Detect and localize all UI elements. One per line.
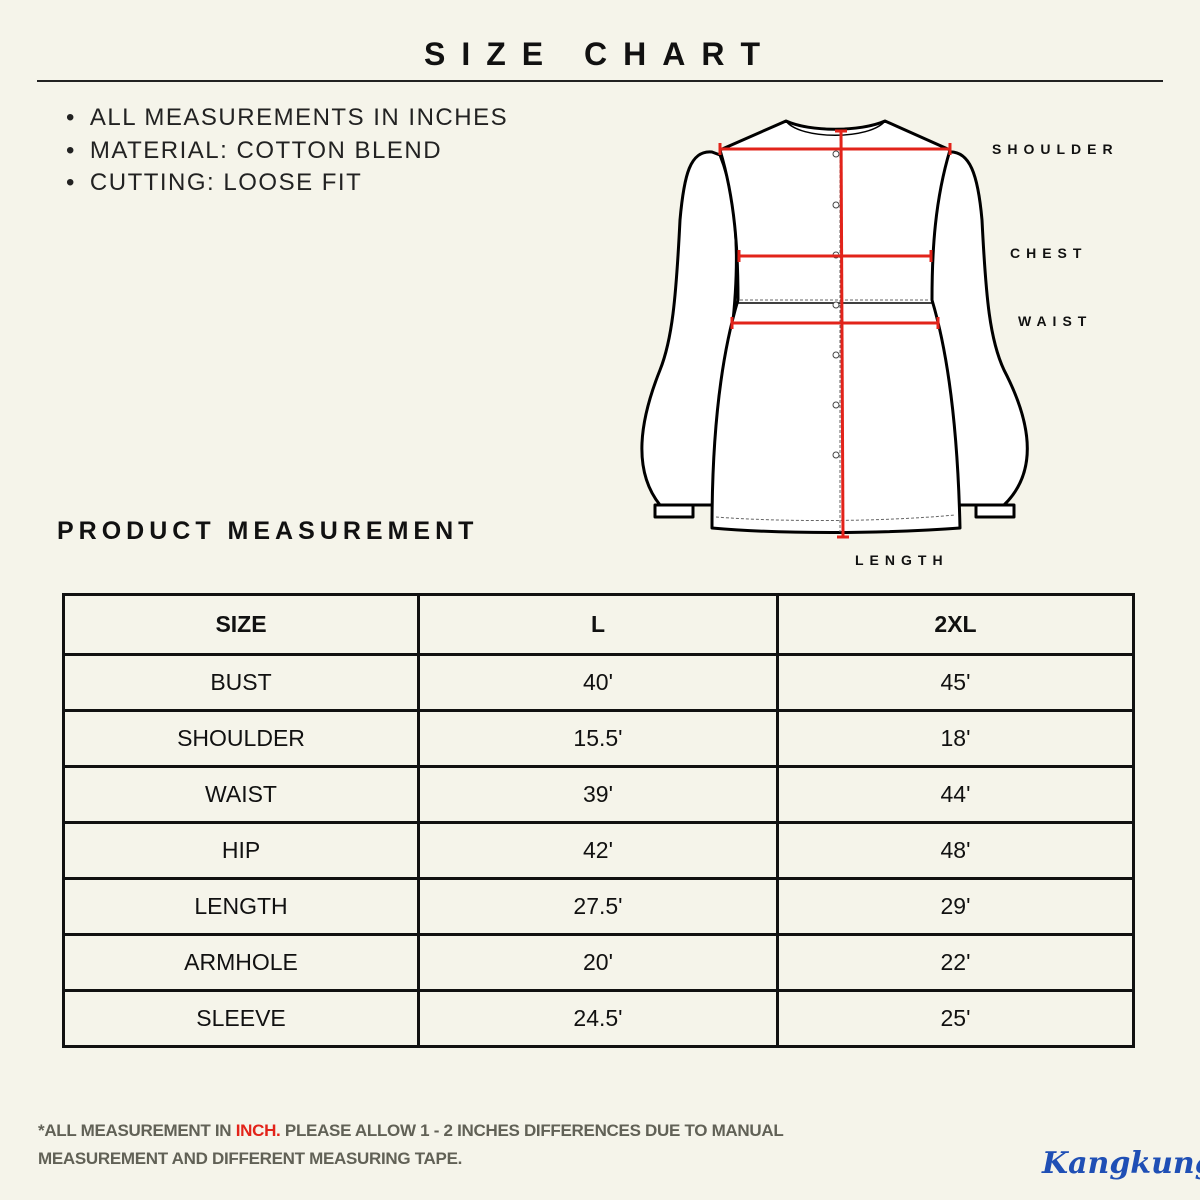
table-cell: 39' bbox=[417, 765, 779, 824]
table-row: HIP 42' 48' bbox=[62, 821, 1135, 880]
table-row: WAIST 39' 44' bbox=[62, 765, 1135, 824]
size-table: SIZE L 2XL BUST 40' 45' SHOULDER 15.5' 18' WAI… bbox=[62, 593, 1135, 1048]
chest-label: CHEST bbox=[1010, 245, 1088, 261]
note-item: CUTTING: LOOSE FIT bbox=[66, 167, 508, 200]
table-cell: 48' bbox=[776, 821, 1135, 880]
table-cell: SLEEVE bbox=[62, 989, 420, 1048]
table-cell: 27.5' bbox=[417, 877, 779, 936]
shoulder-label: SHOULDER bbox=[992, 141, 1119, 157]
garment-diagram bbox=[640, 119, 1029, 539]
table-cell: HIP bbox=[62, 821, 420, 880]
table-cell: BUST bbox=[62, 653, 420, 712]
notes-list: ALL MEASUREMENTS IN INCHES MATERIAL: COT… bbox=[66, 102, 508, 200]
table-row: SHOULDER 15.5' 18' bbox=[62, 709, 1135, 768]
brand-logo: Kangkung bbox=[1042, 1146, 1200, 1181]
table-cell: 24.5' bbox=[417, 989, 779, 1048]
note-item: ALL MEASUREMENTS IN INCHES bbox=[66, 102, 508, 135]
title-divider bbox=[37, 80, 1163, 82]
table-header-row: SIZE L 2XL bbox=[62, 593, 1135, 656]
table-cell: 25' bbox=[776, 989, 1135, 1048]
table-cell: 45' bbox=[776, 653, 1135, 712]
footer-highlight: INCH. bbox=[235, 1121, 281, 1140]
page-title: SIZE CHART bbox=[424, 36, 776, 72]
footer-prefix: *ALL MEASUREMENT IN bbox=[38, 1121, 236, 1140]
table-row: SLEEVE 24.5' 25' bbox=[62, 989, 1135, 1048]
section-title: PRODUCT MEASUREMENT bbox=[57, 517, 479, 545]
waist-label: WAIST bbox=[1018, 313, 1093, 329]
table-row: BUST 40' 45' bbox=[62, 653, 1135, 712]
right-cuff bbox=[974, 503, 1016, 519]
table-cell: 44' bbox=[776, 765, 1135, 824]
table-cell: 40' bbox=[417, 653, 779, 712]
table-cell: 20' bbox=[417, 933, 779, 992]
table-cell: 29' bbox=[776, 877, 1135, 936]
table-cell: 15.5' bbox=[417, 709, 779, 768]
table-cell: 18' bbox=[776, 709, 1135, 768]
table-cell: LENGTH bbox=[62, 877, 420, 936]
footer-line2: MEASUREMENT AND DIFFERENT MEASURING TAPE… bbox=[38, 1149, 463, 1168]
table-cell: SHOULDER bbox=[62, 709, 420, 768]
left-sleeve bbox=[640, 150, 738, 507]
left-cuff bbox=[653, 503, 695, 519]
header-cell: L bbox=[417, 593, 779, 656]
header-cell: SIZE bbox=[62, 593, 420, 656]
table-cell: ARMHOLE bbox=[62, 933, 420, 992]
garment-body bbox=[710, 119, 962, 534]
footer-rest: PLEASE ALLOW 1 - 2 INCHES DIFFERENCES DU… bbox=[280, 1121, 784, 1140]
length-label: LENGTH bbox=[855, 552, 949, 568]
table-cell: 42' bbox=[417, 821, 779, 880]
footer-note: *ALL MEASUREMENT IN INCH. PLEASE ALLOW 1… bbox=[38, 1117, 784, 1173]
table-row: LENGTH 27.5' 29' bbox=[62, 877, 1135, 936]
header-cell: 2XL bbox=[776, 593, 1135, 656]
length-measure-line bbox=[839, 130, 845, 538]
table-row: ARMHOLE 20' 22' bbox=[62, 933, 1135, 992]
note-item: MATERIAL: COTTON BLEND bbox=[66, 135, 508, 168]
table-cell: 22' bbox=[776, 933, 1135, 992]
table-cell: WAIST bbox=[62, 765, 420, 824]
